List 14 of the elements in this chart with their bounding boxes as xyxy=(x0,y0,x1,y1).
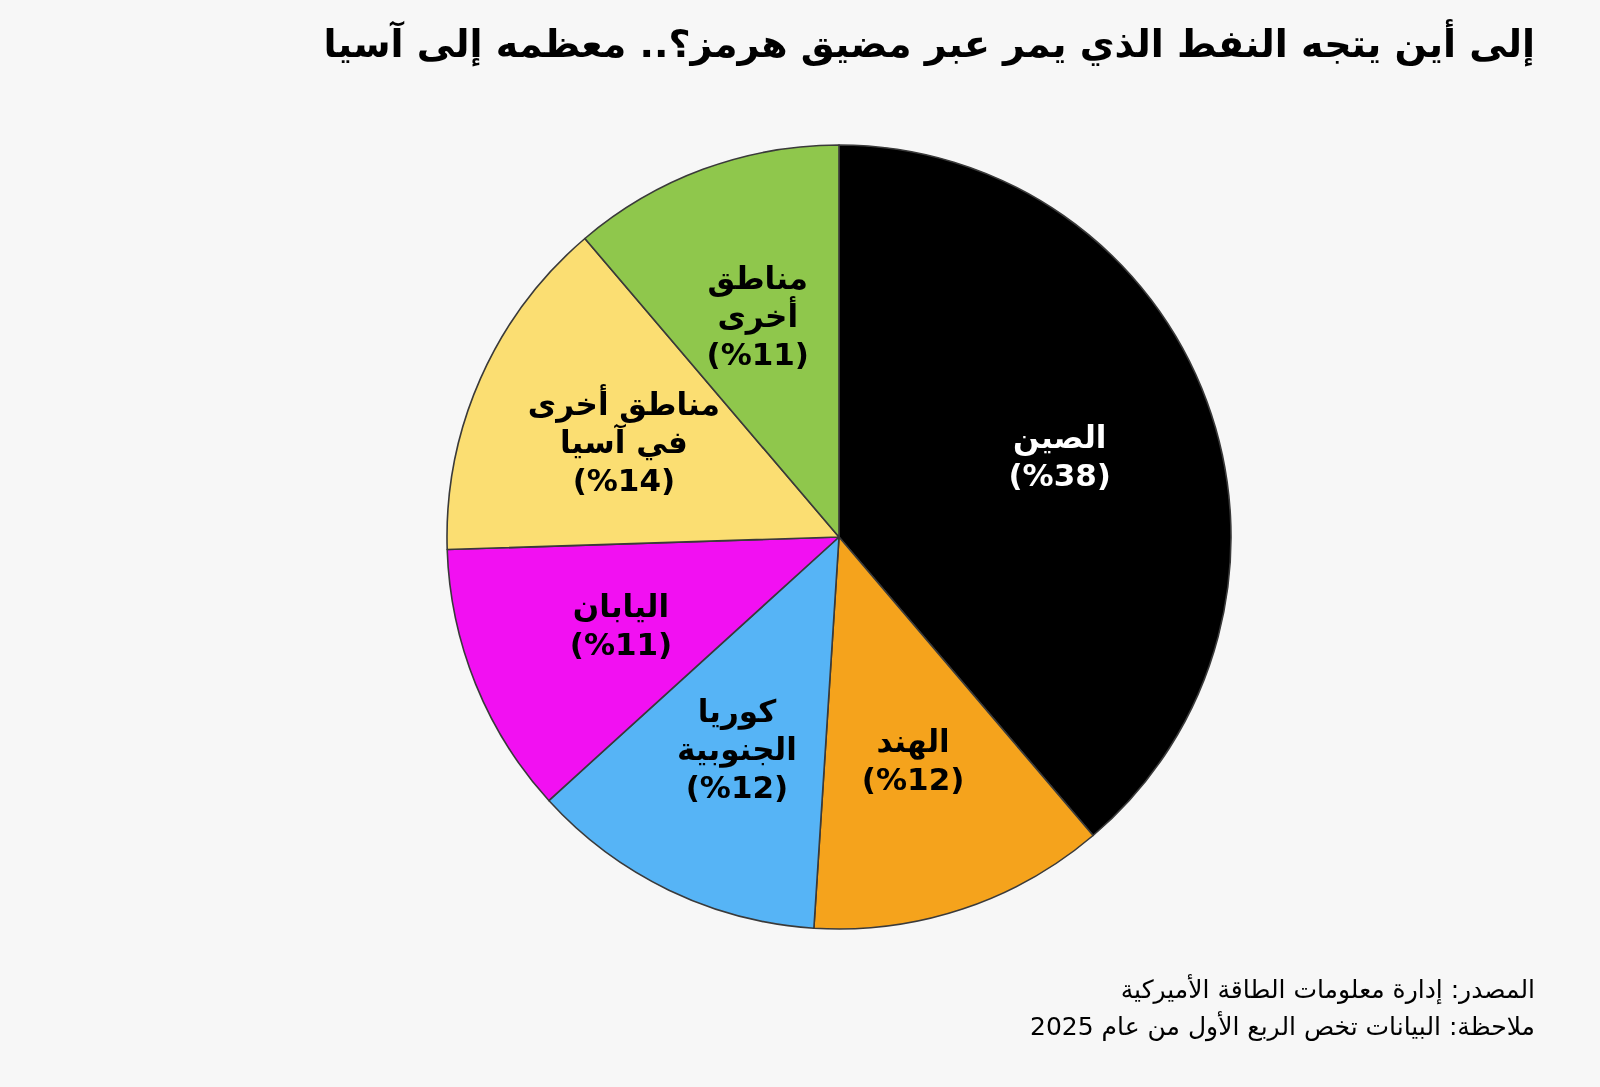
slice-label: اليابان xyxy=(571,587,671,626)
data-label: (%12) xyxy=(684,768,790,806)
data-label: (%38) xyxy=(1007,456,1112,494)
data-label: (%11) xyxy=(568,625,674,664)
slice-label: مناطق أخرى في آسيا xyxy=(526,384,721,461)
data-label: (%11) xyxy=(705,335,811,374)
slice-label: مناطق أخرى xyxy=(706,259,810,336)
text: ملاحظة: البيانات تخص الربع الأول من عام 2025 xyxy=(1030,1012,1535,1041)
slice-label: الصين xyxy=(1012,417,1108,456)
slice-label: كوريا الجنوبية xyxy=(676,691,798,768)
text: المصدر: إدارة معلومات الطاقة الأميركية xyxy=(1120,975,1535,1004)
data-label: (%14) xyxy=(571,461,677,499)
data-label: (%12) xyxy=(860,760,966,799)
slice-label: الهند xyxy=(875,722,951,761)
